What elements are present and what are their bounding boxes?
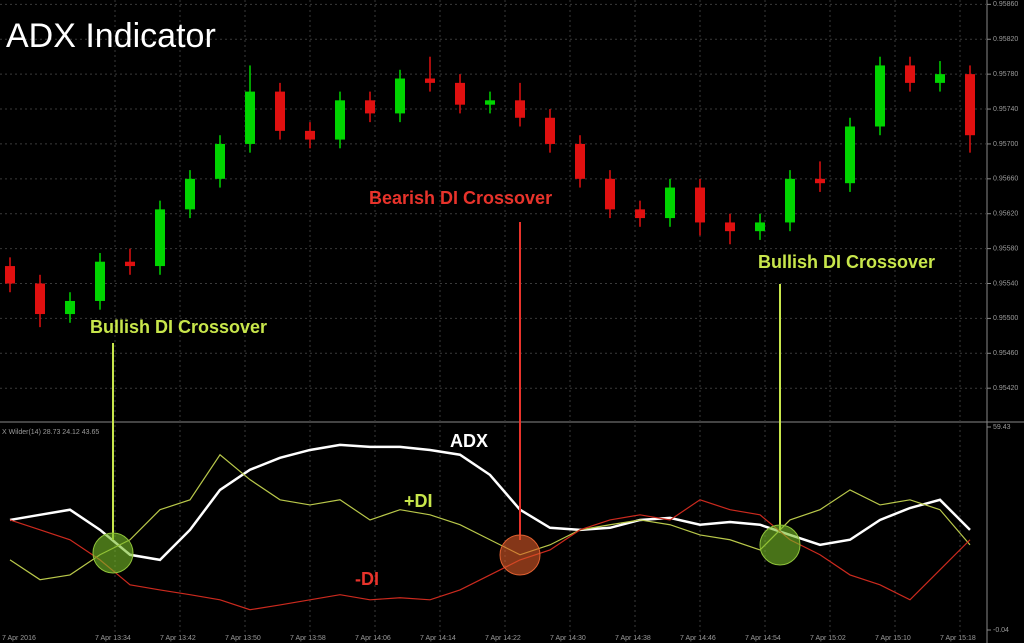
- crossover-marker: [759, 524, 801, 566]
- annotation: Bullish DI Crossover: [758, 252, 935, 272]
- legend-label: +DI: [404, 491, 433, 511]
- candle-body: [935, 74, 945, 83]
- y-tick-label: 0.95660: [993, 176, 1018, 183]
- candle-body: [95, 261, 105, 301]
- candle-body: [755, 222, 765, 232]
- y-tick-label: 0.95620: [993, 211, 1018, 218]
- x-tick-label: 7 Apr 13:34: [95, 635, 131, 642]
- x-tick-label: 7 Apr 13:58: [290, 635, 326, 642]
- candle-body: [845, 126, 855, 184]
- crossover-marker: [499, 534, 541, 576]
- annotation: Bullish DI Crossover: [90, 317, 267, 337]
- y-tick-label: -0.04: [993, 627, 1009, 634]
- candle-body: [365, 100, 375, 114]
- candle-body: [695, 187, 705, 223]
- candle-body: [515, 100, 525, 118]
- marks: [5, 56, 975, 611]
- candle-body: [545, 117, 555, 144]
- x-tick-label: 7 Apr 14:38: [615, 635, 651, 642]
- y-tick-label: 59.43: [993, 424, 1011, 431]
- series-line: [9, 443, 971, 562]
- y-tick-label: 0.95700: [993, 141, 1018, 148]
- candle-body: [125, 261, 135, 267]
- y-tick-label: 0.95540: [993, 280, 1018, 287]
- chart-title: ADX Indicator: [6, 17, 216, 55]
- y-tick-label: 0.95860: [993, 1, 1018, 8]
- y-tick-label: 0.95780: [993, 71, 1018, 78]
- x-tick-label: 7 Apr 14:54: [745, 635, 781, 642]
- candle-body: [815, 178, 825, 184]
- candle-body: [575, 143, 585, 179]
- candle-body: [485, 100, 495, 105]
- candle-body: [245, 91, 255, 144]
- x-tick-label: 7 Apr 14:22: [485, 635, 521, 642]
- candle-body: [5, 266, 15, 284]
- x-tick-label: 7 Apr 13:42: [160, 635, 196, 642]
- candle-body: [275, 91, 285, 131]
- candle-body: [785, 178, 795, 223]
- x-tick-label: 7 Apr 14:30: [550, 635, 586, 642]
- candle-body: [455, 82, 465, 105]
- series-line: [9, 453, 971, 581]
- candle-body: [215, 143, 225, 179]
- candle-body: [725, 222, 735, 232]
- y-tick-label: 0.95740: [993, 106, 1018, 113]
- candle-body: [155, 209, 165, 267]
- x-tick-label: 7 Apr 15:02: [810, 635, 846, 642]
- candle-body: [35, 283, 45, 315]
- x-tick-label: 7 Apr 14:46: [680, 635, 716, 642]
- y-tick-label: 0.95820: [993, 36, 1018, 43]
- candle-body: [605, 178, 615, 210]
- candle-body: [965, 74, 975, 136]
- legend-label: -DI: [355, 569, 379, 589]
- y-tick-label: 0.95500: [993, 315, 1018, 322]
- candle-body: [335, 100, 345, 140]
- x-tick-label: 7 Apr 15:10: [875, 635, 911, 642]
- candle-body: [665, 187, 675, 219]
- candle-body: [905, 65, 915, 83]
- candle-body: [65, 300, 75, 315]
- candle-body: [395, 78, 405, 114]
- legend-label: ADX: [450, 431, 488, 451]
- candle-body: [875, 65, 885, 127]
- indicator-label: X Wilder(14) 28.73 24.12 43.65: [2, 429, 99, 436]
- y-tick-label: 0.95420: [993, 385, 1018, 392]
- x-tick-label: 7 Apr 2016: [2, 635, 36, 642]
- candle-body: [635, 209, 645, 219]
- candle-body: [425, 78, 435, 83]
- candle-body: [305, 130, 315, 140]
- annotations: [92, 222, 801, 576]
- x-tick-label: 7 Apr 14:06: [355, 635, 391, 642]
- y-tick-label: 0.95580: [993, 245, 1018, 252]
- grid: [0, 0, 987, 632]
- series-line: [9, 499, 971, 611]
- x-tick-label: 7 Apr 14:14: [420, 635, 456, 642]
- candle-body: [185, 178, 195, 210]
- x-tick-label: 7 Apr 15:18: [940, 635, 976, 642]
- annotation: Bearish DI Crossover: [369, 188, 552, 208]
- crossover-marker: [92, 532, 134, 574]
- x-tick-label: 7 Apr 13:50: [225, 635, 261, 642]
- y-tick-label: 0.95460: [993, 350, 1018, 357]
